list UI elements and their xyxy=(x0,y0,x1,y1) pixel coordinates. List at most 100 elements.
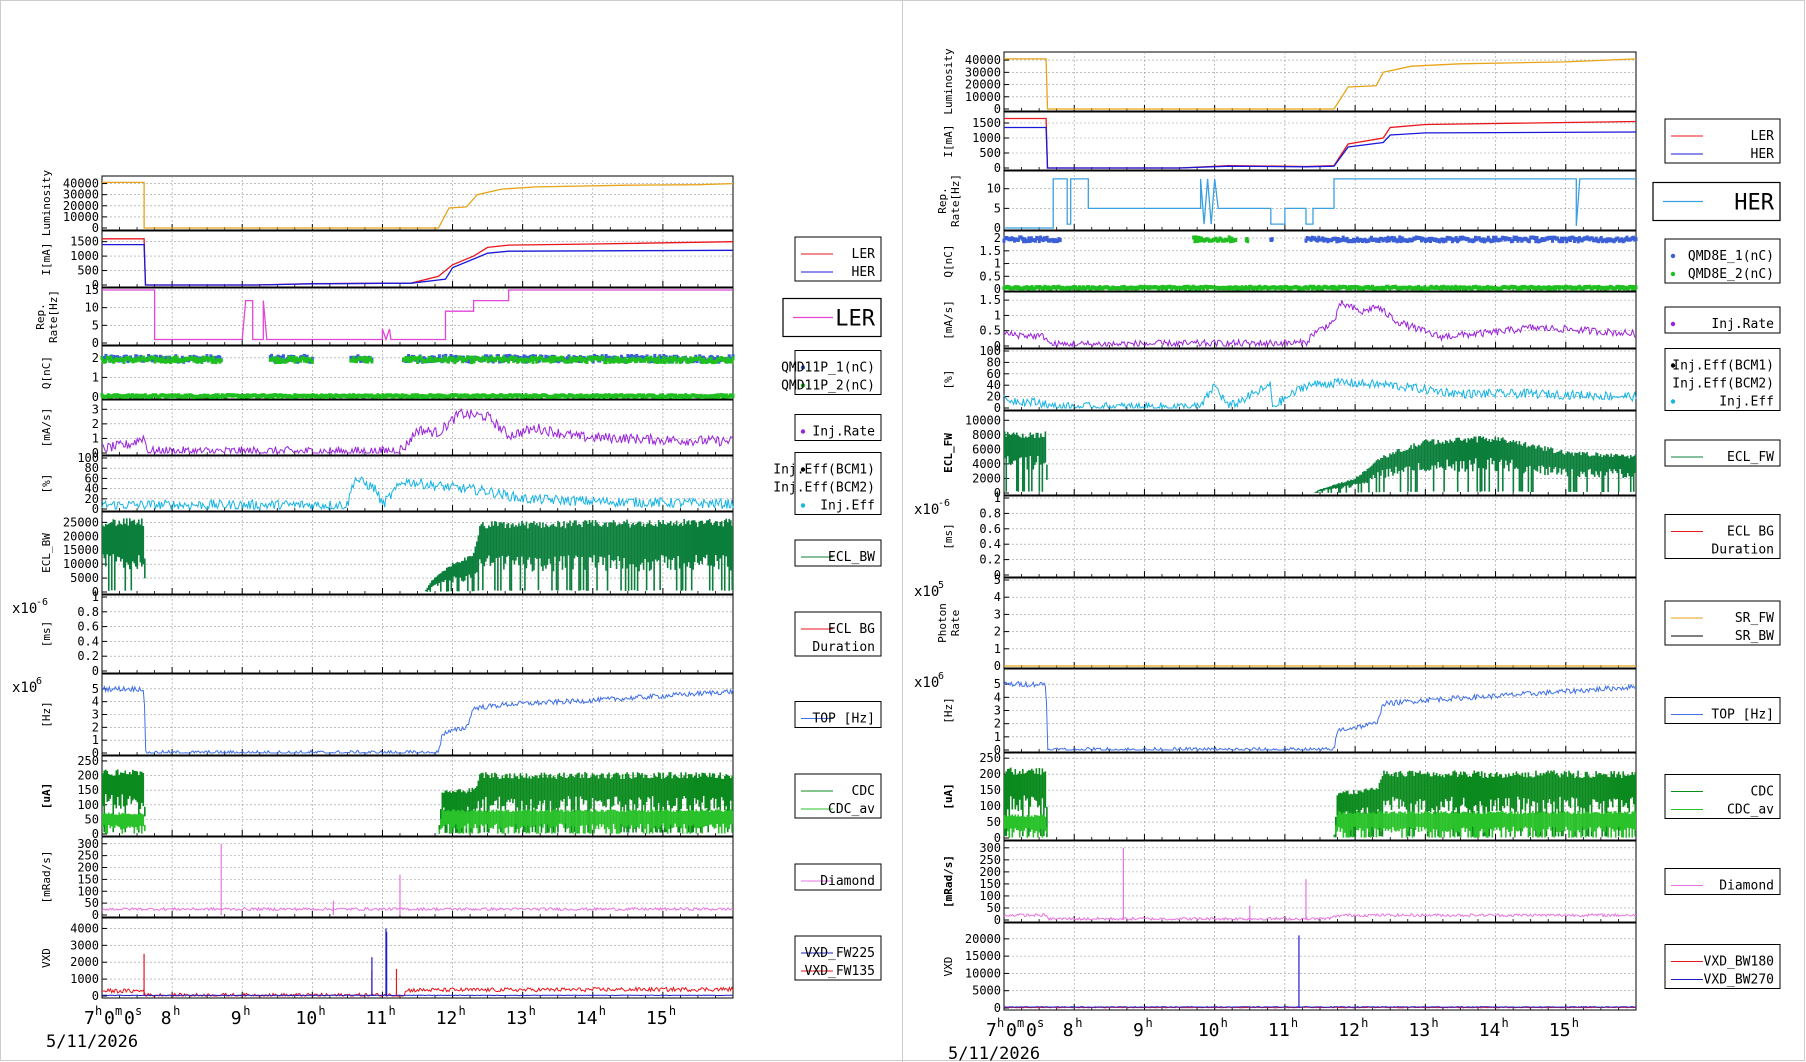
y-tick-label: 3 xyxy=(994,704,1001,718)
legend: TOP [Hz] xyxy=(794,701,882,728)
y-tick-label: 0 xyxy=(994,568,1001,582)
legend-marker xyxy=(800,429,806,434)
time-tick-unit: s xyxy=(1037,1016,1044,1030)
time-tick-unit: h xyxy=(173,1004,180,1018)
series-line xyxy=(102,243,734,286)
time-tick-unit: h xyxy=(95,1004,102,1018)
legend-label: Duration xyxy=(812,640,875,655)
time-tick-label: 11 h xyxy=(366,1004,396,1029)
legend: ECL_FW xyxy=(1664,439,1781,467)
time-tick-unit: m xyxy=(115,1004,122,1018)
series-trace xyxy=(101,407,734,455)
y-axis-label: VXD xyxy=(942,957,955,977)
y-tick-label: 0.4 xyxy=(77,634,99,648)
y-axis-label: [%] xyxy=(40,474,53,494)
y-tick-label: 5000 xyxy=(972,984,1001,998)
legend-box xyxy=(1664,868,1781,895)
legend: Inj.Eff(BCM1) Inj.Eff(BCM2) Inj.Eff xyxy=(773,452,882,515)
y-tick-label: 60 xyxy=(987,367,1001,381)
series-trace xyxy=(1003,299,1637,348)
legend-label: Inj.Eff(BCM2) xyxy=(773,481,875,496)
chart-left: 010000200003000040000Luminosity050010001… xyxy=(12,170,882,1052)
time-tick-number: 11 xyxy=(1268,1020,1290,1041)
y-tick-label: 2 xyxy=(92,351,99,365)
legend-label: ECL BG xyxy=(828,622,875,637)
series-dots xyxy=(1244,237,1250,244)
axis-exponent: x10 xyxy=(914,675,939,691)
big-legend: HER xyxy=(1652,181,1781,222)
y-axis-label: [ms] xyxy=(40,621,53,648)
y-tick-label: 60 xyxy=(85,471,99,485)
y-axis-label: Rate[Hz] xyxy=(47,290,60,343)
legend-box xyxy=(1664,238,1781,284)
panel-divider xyxy=(902,0,903,1062)
y-tick-label: 0 xyxy=(92,390,99,404)
y-tick-label: 3000 xyxy=(70,938,99,952)
legend-box xyxy=(794,539,882,567)
y-tick-label: 5 xyxy=(994,677,1001,691)
y-tick-label: 1 xyxy=(92,590,99,604)
y-tick-label: 50 xyxy=(987,901,1001,915)
series-trace xyxy=(1003,680,1636,752)
y-tick-label: 100 xyxy=(979,799,1001,813)
y-tick-label: 2 xyxy=(994,717,1001,731)
time-tick-label: 10 h xyxy=(295,1004,325,1029)
panel-cdc: 0 50 100 150 200 250 [uA] CDC CDC_av xyxy=(942,751,1781,845)
panel-frame xyxy=(101,230,734,288)
time-tick-unit: h xyxy=(1145,1016,1152,1030)
y-tick-label: 0 xyxy=(994,659,1001,673)
y-tick-label: 0 xyxy=(994,161,1001,175)
y-tick-label: 30000 xyxy=(63,188,99,202)
series-dots xyxy=(268,355,314,365)
y-tick-label: 10 xyxy=(85,301,99,315)
legend-box xyxy=(1664,774,1781,819)
y-tick-label: 250 xyxy=(979,853,1001,867)
legend: LER HER xyxy=(794,236,882,282)
y-tick-label: 1000 xyxy=(972,131,1001,145)
legend-box xyxy=(1664,600,1781,646)
y-tick-label: 25000 xyxy=(63,515,99,529)
y-tick-label: 10000 xyxy=(965,413,1001,427)
panel-rep: 0 5 10 15 Rep. Rate[Hz] LER xyxy=(34,283,882,350)
legend-box xyxy=(794,414,882,441)
series-line xyxy=(1004,58,1637,110)
time-tick-number: 14 xyxy=(576,1008,598,1029)
time-tick-label: 15 h xyxy=(1549,1016,1579,1041)
time-tick-unit: h xyxy=(669,1004,676,1018)
y-axis-label: Luminosity xyxy=(40,170,53,237)
panel-frame xyxy=(1003,111,1637,171)
panel-frame xyxy=(1003,348,1637,411)
time-tick-unit: h xyxy=(1431,1016,1438,1030)
time-tick-label: 11 h xyxy=(1268,1016,1298,1041)
y-tick-label: 100 xyxy=(77,884,99,898)
y-tick-label: 200 xyxy=(979,865,1001,879)
y-tick-label: 0.5 xyxy=(979,269,1001,283)
legend-label: LER xyxy=(835,307,875,332)
y-tick-label: 1000 xyxy=(70,972,99,986)
legend-box xyxy=(794,236,882,282)
legend-label: VXD_FW135 xyxy=(805,964,875,979)
y-axis-label: Q[nC] xyxy=(942,244,955,277)
legend-marker xyxy=(800,503,806,508)
y-tick-label: 10000 xyxy=(63,210,99,224)
panel-bgd: 00.2 0.40.6 0.81 [ms]x10-6 ECL BG Duration xyxy=(914,491,1781,582)
legend-label: Duration xyxy=(1711,543,1774,558)
legend-label: Inj.Eff(BCM1) xyxy=(1672,359,1774,374)
y-tick-label: 20 xyxy=(987,390,1001,404)
time-tick-number: 12 xyxy=(1338,1020,1360,1041)
panel-frame xyxy=(101,287,734,346)
time-tick-label: 15 h xyxy=(646,1004,676,1029)
time-tick-unit: h xyxy=(1075,1016,1082,1030)
panel-frame xyxy=(1003,840,1637,923)
series-dots xyxy=(1002,235,1062,244)
legend-box xyxy=(1664,118,1781,164)
y-tick-label: 200 xyxy=(979,767,1001,781)
panel-frame xyxy=(101,345,734,400)
y-tick-label: 0.8 xyxy=(979,506,1001,520)
legend-label: Inj.Eff(BCM2) xyxy=(1672,377,1774,392)
y-axis-label: [mRad/s] xyxy=(942,855,955,908)
series-line xyxy=(1004,117,1637,169)
